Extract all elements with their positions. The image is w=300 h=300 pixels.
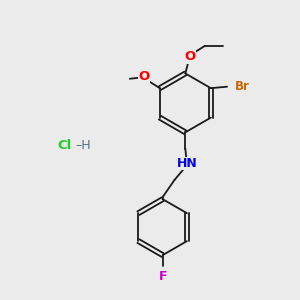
Text: HN: HN [176,157,197,170]
Text: O: O [184,50,195,64]
Text: O: O [138,70,150,83]
Text: Br: Br [235,80,250,93]
Text: –H: –H [75,139,91,152]
Text: Cl: Cl [58,139,72,152]
Text: F: F [158,270,167,284]
